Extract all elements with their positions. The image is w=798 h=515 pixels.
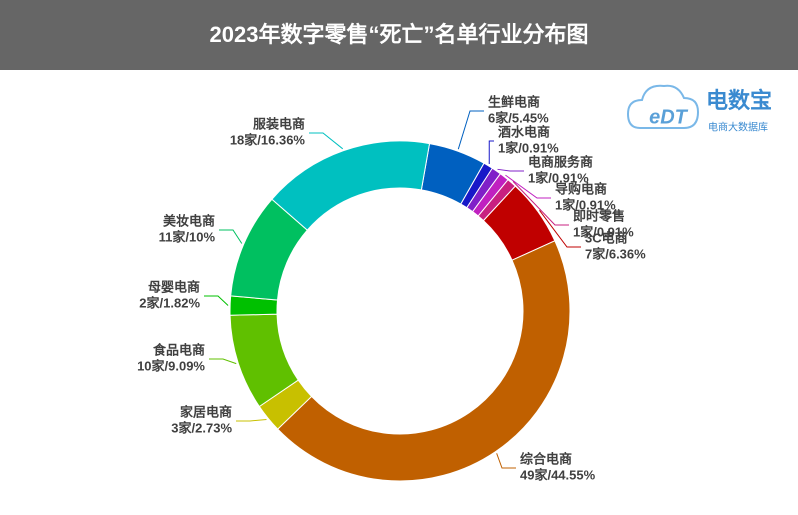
value-label: 7家/6.36% — [585, 246, 646, 261]
leader-line — [488, 140, 494, 164]
logo-cloud — [626, 84, 700, 129]
value-label: 1家/0.91% — [555, 197, 616, 212]
chart-title: 2023年数字零售“死亡”名单行业分布图 — [210, 22, 589, 47]
leader-line — [539, 210, 581, 248]
slice-label: 食品电商 — [153, 342, 205, 357]
leader-line — [457, 110, 484, 150]
value-label: 1家/0.91% — [573, 224, 634, 239]
logo-tagline: 电商大数据库 — [708, 121, 768, 134]
value-label: 2家/1.82% — [139, 295, 200, 310]
slice-label: 综合电商 — [520, 451, 572, 466]
slice-label: 生鲜电商 — [488, 94, 540, 109]
leader-line — [496, 453, 516, 469]
slice-label: 美妆电商 — [163, 213, 215, 228]
slice-label: 即时零售 — [573, 208, 625, 223]
leader-line — [236, 418, 267, 422]
leader-line — [209, 358, 237, 365]
leader-line — [219, 229, 243, 244]
slice-label: 酒水电商 — [498, 124, 550, 139]
leader-line — [512, 181, 569, 226]
slice-label: 导购电商 — [555, 181, 607, 196]
value-label: 49家/44.55% — [520, 467, 596, 482]
slice-label: 服装电商 — [253, 116, 305, 131]
value-label: 18家/16.36% — [230, 132, 306, 147]
header — [0, 0, 798, 70]
slice-label: 电商服务商 — [528, 154, 593, 169]
donut-segment — [277, 240, 571, 482]
value-label: 1家/0.91% — [498, 140, 559, 155]
logo: eDT 电数宝 电商大数据库 — [626, 84, 772, 134]
leader-line — [497, 168, 524, 172]
value-label: 3家/2.73% — [171, 420, 232, 435]
leader-line — [505, 174, 551, 199]
value-label: 11家/10% — [159, 229, 216, 244]
slice-label: 3C电商 — [585, 230, 628, 245]
logo-name: 电数宝 — [706, 88, 772, 113]
leader-line — [309, 132, 344, 150]
slice-label: 家居电商 — [180, 404, 232, 419]
leader-line — [204, 295, 229, 306]
slice-label: 母婴电商 — [148, 279, 200, 294]
value-label: 10家/9.09% — [137, 358, 205, 373]
donut-segment — [271, 140, 431, 231]
value-label: 1家/0.91% — [528, 170, 589, 185]
logo-mark: eDT — [649, 106, 689, 128]
value-label: 6家/5.45% — [488, 110, 549, 125]
